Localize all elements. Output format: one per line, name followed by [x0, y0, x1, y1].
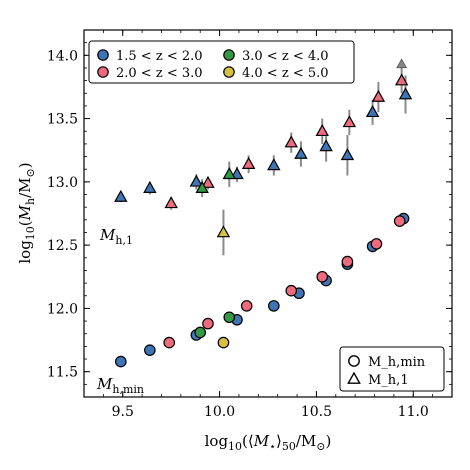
triangle-point-z4 [216, 225, 231, 238]
circle-point-z3 [194, 326, 207, 339]
circle-point-z2 [316, 270, 329, 283]
legend-marker-z3 [223, 49, 235, 61]
legend-marker-z1 [97, 49, 109, 61]
legend-marker-z2 [97, 66, 109, 78]
y-tick-label: 11.5 [47, 365, 78, 381]
legend-redshift: 1.5 < z < 2.0 3.0 < z < 4.0 2.0 < z < 3.0 4… [88, 40, 355, 84]
y-tick-label: 13.0 [47, 175, 78, 191]
axis-ticks: 9.5 10.0 10.5 11.0 11.5 12.0 12.5 13.0 13.5 14.0 [47, 29, 453, 420]
circle-point-z1 [268, 300, 280, 312]
triangle-point-z1 [267, 158, 281, 171]
circle-point-z2 [202, 317, 214, 330]
triangle-point-z2 [164, 196, 178, 209]
x-tick-label: 10.5 [301, 404, 332, 420]
circle-point-z2 [370, 238, 383, 250]
legend-circle-marker [348, 355, 360, 367]
y-axis-label: log10(Mh/M⊙) [16, 162, 37, 263]
circle-point-z2 [341, 255, 354, 268]
triangle-point-z2 [284, 135, 298, 148]
legend-triangle-marker [347, 371, 361, 384]
circle-point-z4 [217, 336, 230, 349]
circle-point-z1 [144, 344, 156, 356]
triangle-point-z2 [315, 124, 329, 137]
legend-label-z2: 2.0 < z < 3.0 [116, 66, 203, 81]
x-tick-label: 11.0 [398, 404, 429, 420]
legend-marker-box [339, 346, 445, 392]
data-points [114, 58, 413, 368]
y-tick-label: 12.5 [47, 238, 78, 254]
x-tick-label: 10.0 [204, 404, 235, 420]
triangle-point-z1 [294, 146, 308, 159]
legend-redshift-box [88, 40, 355, 84]
limit-point [396, 58, 408, 69]
annotation-mhmin: Mh,min [96, 375, 144, 396]
triangle-point-z2 [201, 175, 215, 188]
circle-point-z2 [163, 336, 176, 349]
x-axis-label: log10(⟨M⋆⟩50/M⊙) [205, 432, 332, 453]
y-tick-label: 14.0 [47, 48, 78, 64]
y-tick-label: 13.5 [47, 112, 78, 128]
circle-point-z2 [240, 300, 253, 312]
legend-marker-label: M_h,min [368, 355, 426, 370]
triangle-point-z2 [241, 156, 256, 169]
triangle-point-z2 [371, 89, 386, 102]
plot-frame [83, 29, 453, 398]
triangle-point-z1 [114, 189, 128, 202]
triangle-point-z1 [398, 87, 413, 100]
annotation-mh1: Mh,1 [99, 226, 133, 247]
error-bars [119, 67, 407, 256]
triangle-point-z1 [319, 139, 333, 152]
triangle-point-z1 [189, 174, 204, 187]
triangle-point-z1 [340, 148, 355, 161]
circle-point-z2 [393, 215, 406, 227]
legend-marker-label: M_h,1 [368, 373, 409, 388]
triangle-point-z3 [195, 180, 209, 193]
circle-point-z2 [285, 284, 298, 297]
circle-point-z1 [115, 355, 127, 368]
y-tick-label: 12.0 [47, 301, 78, 317]
triangle-point-z1 [365, 105, 380, 118]
legend-label-z3: 3.0 < z < 4.0 [242, 49, 329, 64]
legend-label-z4: 4.0 < z < 5.0 [242, 66, 329, 81]
legend-marker: M_h,min M_h,1 [339, 346, 445, 392]
circle-point-z3 [223, 311, 236, 324]
legend-label-z1: 1.5 < z < 2.0 [116, 49, 203, 64]
x-tick-label: 9.5 [112, 404, 134, 420]
triangle-point-z3 [222, 167, 236, 180]
triangle-point-z1 [143, 180, 157, 193]
triangle-point-z2 [342, 115, 357, 128]
triangle-point-z2 [394, 73, 409, 86]
legend-marker-z4 [223, 66, 235, 78]
